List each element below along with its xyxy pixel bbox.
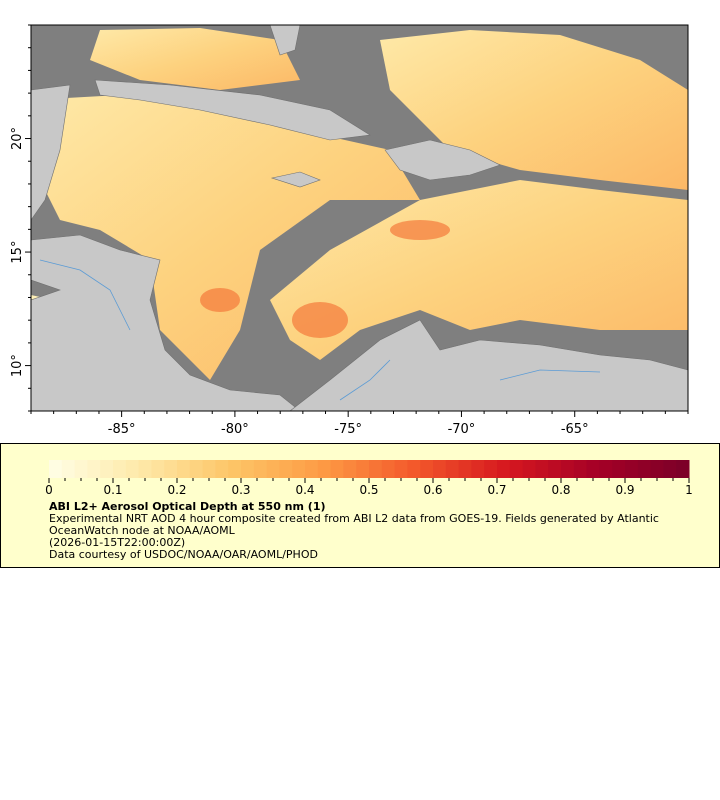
colorbar-segment [125, 460, 140, 478]
colorbar-segment [356, 460, 370, 478]
colorbar-segment [164, 460, 178, 478]
colorbar-tick-label: 0.7 [487, 483, 506, 497]
colorbar-segment [74, 460, 88, 478]
colorbar-segment [394, 460, 408, 478]
colorbar-segment [445, 460, 460, 478]
colorbar-segment [650, 460, 664, 478]
lon-tick-label: -65° [561, 422, 589, 437]
colorbar-segment [522, 460, 536, 478]
colorbar-segment [599, 460, 613, 478]
colorbar-tick-label: 0.1 [103, 483, 122, 497]
lon-tick-label: -85° [108, 422, 136, 437]
land-yucatan [31, 84, 71, 221]
lon-tick-label: -75° [334, 422, 362, 437]
colorbar-segment [228, 460, 242, 478]
lon-tick-label: -80° [221, 422, 249, 437]
rivers [39, 259, 601, 401]
colorbar-segment [317, 460, 332, 478]
colorbar-tick-label: 0.6 [423, 483, 442, 497]
colorbar-segment [151, 460, 165, 478]
colorbar-segment [484, 460, 498, 478]
colorbar-segment [676, 460, 690, 478]
colorbar-segment [433, 460, 447, 478]
colorbar-segment [61, 460, 76, 478]
colorbar-segment [330, 460, 344, 478]
colorbar-tick-label: 0.4 [295, 483, 314, 497]
land-central-america [31, 234, 301, 411]
lat-tick-label: 20° [10, 127, 25, 150]
colorbar-segment [215, 460, 229, 478]
colorbar-segment [138, 460, 152, 478]
legend-credit: Data courtesy of USDOC/NOAA/OAR/AOML/PHO… [49, 548, 318, 561]
colorbar-segment [573, 460, 588, 478]
colorbar-segment [420, 460, 434, 478]
aod-map: -85° -80° -75° -70° -65° 10° 15° 20° [10, 24, 689, 437]
colorbar-segment [343, 460, 357, 478]
legend-panel: 0 0.1 0.2 0.3 0.4 0.5 0.6 0.7 0.8 0.9 1 ABI L2+ Ae… [0, 443, 720, 568]
colorbar-segment [471, 460, 485, 478]
colorbar-tick-label: 0.9 [615, 483, 634, 497]
colorbar-segment [305, 460, 319, 478]
land-hispaniola [384, 139, 501, 181]
land-cuba [94, 79, 371, 141]
colorbar-segment [637, 460, 652, 478]
colorbar-segment [586, 460, 600, 478]
colorbar-segment [87, 460, 101, 478]
colorbar-tick-label: 0.5 [359, 483, 378, 497]
colorbar-tick-label: 0 [45, 483, 53, 497]
colorbar-segment [497, 460, 511, 478]
colorbar-segment [279, 460, 293, 478]
colorbar-segment [458, 460, 472, 478]
land-south-america [289, 319, 688, 411]
colorbar-segment [369, 460, 383, 478]
colorbar-segment [381, 460, 396, 478]
colorbar-segment [189, 460, 204, 478]
map-axes: -85° -80° -75° -70° -65° 10° 15° 20° [10, 24, 689, 437]
lon-tick-label: -70° [448, 422, 476, 437]
colorbar-segment [113, 460, 127, 478]
colorbar-segment [202, 460, 216, 478]
colorbar-tick-label: 0.3 [231, 483, 250, 497]
colorbar-segment [625, 460, 639, 478]
colorbar-tick-label: 1 [685, 483, 693, 497]
map-frame [30, 24, 689, 412]
colorbar-segment [561, 460, 575, 478]
legend-description-line1: Experimental NRT AOD 4 hour composite cr… [49, 512, 659, 525]
colorbar-segment [535, 460, 549, 478]
colorbar-segment [663, 460, 677, 478]
lat-tick-label: 15° [10, 241, 25, 264]
colorbar: 0 0.1 0.2 0.3 0.4 0.5 0.6 0.7 0.8 0.9 1 [45, 460, 693, 497]
colorbar-segment [612, 460, 626, 478]
colorbar-tick-label: 0.8 [551, 483, 570, 497]
colorbar-segment [266, 460, 280, 478]
land [31, 25, 688, 411]
map-plot-area [31, 25, 688, 411]
colorbar-segment [253, 460, 268, 478]
colorbar-segment [407, 460, 421, 478]
colorbar-segment [509, 460, 524, 478]
land-jamaica [270, 171, 321, 188]
colorbar-segment [241, 460, 255, 478]
colorbar-segment [177, 460, 191, 478]
legend-title: ABI L2+ Aerosol Optical Depth at 550 nm … [49, 500, 326, 513]
colorbar-segment [100, 460, 114, 478]
land-florida [269, 25, 301, 56]
legend-time: (2026-01-15T22:00:00Z) [49, 536, 186, 549]
colorbar-segment [49, 460, 63, 478]
legend-description-line2: OceanWatch node at NOAA/AOML [49, 524, 235, 537]
colorbar-segment [548, 460, 562, 478]
colorbar-segment [292, 460, 306, 478]
lat-tick-label: 10° [10, 354, 25, 377]
colorbar-tick-label: 0.2 [167, 483, 186, 497]
